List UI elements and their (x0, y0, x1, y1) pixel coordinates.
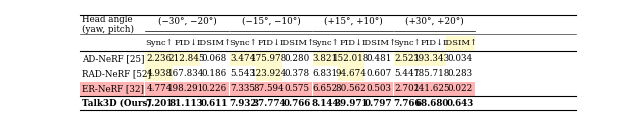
Text: 4.938: 4.938 (147, 69, 172, 78)
Bar (394, 52, 419, 66)
Text: 0.481: 0.481 (366, 54, 391, 63)
Bar (445, 36, 476, 51)
Text: 0.034: 0.034 (448, 54, 473, 63)
Text: 0.226: 0.226 (202, 84, 227, 93)
Text: FID↓: FID↓ (175, 39, 198, 47)
Text: 0.186: 0.186 (202, 69, 227, 78)
Text: 152.018: 152.018 (333, 54, 369, 63)
Text: 0.797: 0.797 (365, 99, 392, 108)
Bar (256, 82, 282, 96)
Text: 5.543: 5.543 (230, 69, 256, 78)
Text: 175.978: 175.978 (251, 54, 287, 63)
Bar (173, 82, 200, 96)
Text: RAD-NeRF [52]: RAD-NeRF [52] (82, 69, 151, 78)
Text: 0.503: 0.503 (366, 84, 391, 93)
Text: (+30°, +20°): (+30°, +20°) (405, 16, 464, 25)
Text: 8.144: 8.144 (312, 99, 339, 108)
Text: 0.068: 0.068 (202, 54, 227, 63)
Bar (419, 82, 445, 96)
Text: 3.821: 3.821 (313, 54, 338, 63)
Text: 39.971: 39.971 (334, 99, 368, 108)
Text: 87.594: 87.594 (254, 84, 285, 93)
Text: 0.575: 0.575 (285, 84, 310, 93)
Text: IDSIM↑: IDSIM↑ (443, 39, 478, 47)
Text: 0.378: 0.378 (285, 69, 310, 78)
Text: (+15°, +10°): (+15°, +10°) (324, 16, 383, 25)
Text: 2.236: 2.236 (147, 54, 172, 63)
Bar (145, 65, 173, 81)
Text: 0.643: 0.643 (447, 99, 474, 108)
Bar (256, 52, 282, 66)
Text: FID↓: FID↓ (340, 39, 363, 47)
Text: ER-NeRF [32]: ER-NeRF [32] (82, 84, 144, 93)
Bar (173, 52, 200, 66)
Text: Sync↑: Sync↑ (229, 39, 257, 47)
Bar (199, 82, 229, 96)
Text: FID↓: FID↓ (421, 39, 444, 47)
Bar (445, 82, 476, 96)
Text: 185.718: 185.718 (414, 69, 451, 78)
Text: 0.280: 0.280 (285, 54, 310, 63)
Text: Talk3D (Ours): Talk3D (Ours) (82, 99, 152, 108)
Text: 123.924: 123.924 (251, 69, 287, 78)
Bar (312, 52, 338, 66)
Bar (312, 82, 338, 96)
Bar (230, 52, 256, 66)
Text: 212.845: 212.845 (168, 54, 205, 63)
Text: IDSIM↑: IDSIM↑ (361, 39, 396, 47)
Text: 37.774: 37.774 (252, 99, 286, 108)
Text: 7.201: 7.201 (145, 99, 173, 108)
Bar (394, 82, 419, 96)
Text: FID↓: FID↓ (258, 39, 281, 47)
Text: IDSIM↑: IDSIM↑ (280, 39, 315, 47)
Text: 0.611: 0.611 (200, 99, 228, 108)
Bar (338, 65, 364, 81)
Bar (230, 82, 256, 96)
Bar (338, 82, 364, 96)
Text: 0.607: 0.607 (366, 69, 391, 78)
Text: 80.562: 80.562 (336, 84, 367, 93)
Text: 68.680: 68.680 (416, 99, 449, 108)
Bar (282, 82, 312, 96)
Text: Sync↑: Sync↑ (312, 39, 339, 47)
Text: 7.932: 7.932 (230, 99, 257, 108)
Bar (145, 52, 173, 66)
Text: AD-NeRF [25]: AD-NeRF [25] (82, 54, 145, 63)
Text: 141.625: 141.625 (414, 84, 451, 93)
Text: Head angle
(yaw, pitch): Head angle (yaw, pitch) (82, 15, 134, 34)
Text: 2.523: 2.523 (394, 54, 419, 63)
Bar (364, 82, 394, 96)
Text: Sync↑: Sync↑ (145, 39, 173, 47)
Text: 0.766: 0.766 (284, 99, 311, 108)
Text: 3.474: 3.474 (230, 54, 256, 63)
Text: 6.831: 6.831 (313, 69, 338, 78)
Text: 6.652: 6.652 (313, 84, 338, 93)
Text: 167.834: 167.834 (168, 69, 205, 78)
Text: 198.291: 198.291 (168, 84, 205, 93)
Text: 2.702: 2.702 (394, 84, 419, 93)
Text: 4.774: 4.774 (147, 84, 172, 93)
Text: 0.283: 0.283 (448, 69, 473, 78)
Text: 7.766: 7.766 (393, 99, 420, 108)
Bar (80, 82, 145, 96)
Text: 0.022: 0.022 (448, 84, 473, 93)
Text: 81.113: 81.113 (170, 99, 204, 108)
Text: 193.343: 193.343 (414, 54, 451, 63)
Bar (419, 52, 445, 66)
Bar (145, 82, 173, 96)
Text: Sync↑: Sync↑ (393, 39, 420, 47)
Text: 94.674: 94.674 (335, 69, 367, 78)
Text: 5.447: 5.447 (394, 69, 419, 78)
Text: 7.335: 7.335 (231, 84, 255, 93)
Text: IDSIM↑: IDSIM↑ (196, 39, 232, 47)
Text: (−15°, −10°): (−15°, −10°) (242, 16, 301, 25)
Bar (338, 52, 364, 66)
Bar (256, 65, 282, 81)
Text: (−30°, −20°): (−30°, −20°) (158, 16, 216, 25)
